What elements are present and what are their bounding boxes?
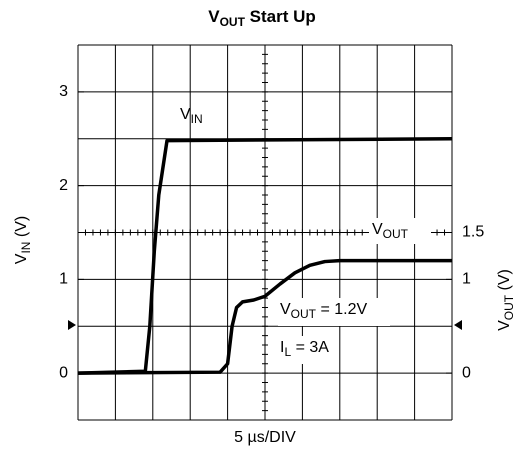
chart-title-part: OUT [220, 15, 246, 29]
chart-title: VOUT Start Up [208, 7, 316, 29]
y-tick-label: 0 [59, 364, 68, 381]
y2-tick-label: 1.5 [462, 224, 484, 241]
series-label: VIN [180, 106, 203, 126]
annotation: IL = 3A [280, 339, 329, 359]
series-label-part: IN [191, 112, 203, 126]
y2-tick-label: 1 [462, 271, 471, 288]
annotation-part: I [280, 339, 284, 356]
ref-marker [68, 320, 76, 330]
series-label-part: V [372, 221, 383, 238]
y2-tick-label: 0 [462, 364, 471, 381]
x-axis-label: 5 µs/DIV [234, 429, 296, 446]
annotation-part: = 3A [291, 339, 329, 356]
y2-axis-label-part: OUT [502, 294, 516, 320]
annotation-part: OUT [291, 307, 317, 321]
y-tick-label: 1 [59, 271, 68, 288]
series-label: VOUT [372, 221, 409, 241]
y-axis-label-part: (V) [13, 216, 30, 242]
y-tick-label: 3 [59, 83, 68, 100]
annotation-part: L [284, 345, 291, 359]
chart-title-part: Start Up [245, 7, 316, 26]
series-label-part: V [180, 106, 191, 123]
annotation: VOUT = 1.2V [280, 301, 367, 321]
y-axis-label-part: IN [19, 242, 33, 254]
y-axis-label-part: V [13, 253, 30, 264]
label-bg [278, 298, 390, 326]
y2-axis-label: VOUT (V) [496, 269, 516, 331]
ref-marker [454, 320, 462, 330]
series-label-part: OUT [383, 227, 409, 241]
label-bg [369, 218, 431, 244]
y-axis-label: VIN (V) [13, 216, 33, 264]
y-tick-label: 2 [59, 177, 68, 194]
y2-axis-label-part: V [496, 320, 513, 331]
annotation-part: = 1.2V [316, 301, 367, 318]
label-bg [278, 336, 336, 364]
annotation-part: V [280, 301, 291, 318]
series-line [77, 258, 452, 375]
chart-title-part: V [208, 7, 220, 26]
y2-axis-label-part: (V) [496, 269, 513, 295]
